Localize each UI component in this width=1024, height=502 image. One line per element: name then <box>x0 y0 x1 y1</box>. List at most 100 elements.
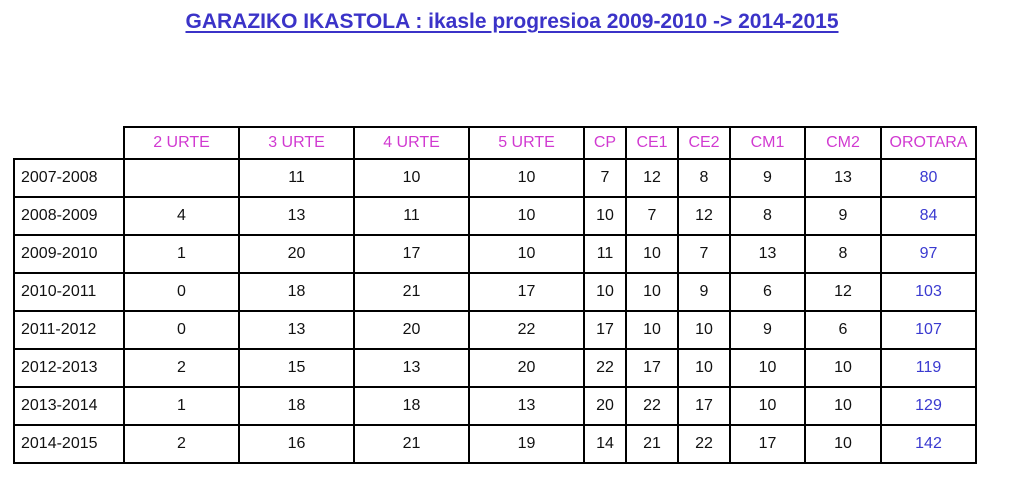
table-cell: 17 <box>353 234 470 274</box>
table-cell: 10 <box>729 386 806 426</box>
table-cell: 13 <box>729 234 806 274</box>
table-cell: 1 <box>123 234 240 274</box>
table-cell: 6 <box>729 272 806 312</box>
table-cell: 16 <box>238 424 355 464</box>
column-header: 2 URTE <box>123 126 240 160</box>
table-cell: 22 <box>677 424 731 464</box>
total-cell: 107 <box>880 310 977 350</box>
table-cell: 2 <box>123 424 240 464</box>
total-cell: 142 <box>880 424 977 464</box>
table-cell: 9 <box>729 158 806 198</box>
table-cell: 10 <box>468 158 585 198</box>
table-cell: 10 <box>804 348 882 388</box>
table-cell: 17 <box>677 386 731 426</box>
row-year-label: 2014-2015 <box>13 424 125 464</box>
table-cell: 21 <box>353 424 470 464</box>
table-cell: 4 <box>123 196 240 236</box>
table-cell: 19 <box>468 424 585 464</box>
column-header: CE1 <box>625 126 679 160</box>
row-year-label: 2013-2014 <box>13 386 125 426</box>
table-cell: 9 <box>677 272 731 312</box>
table-cell: 20 <box>353 310 470 350</box>
table-cell: 10 <box>625 310 679 350</box>
row-year-label: 2009-2010 <box>13 234 125 274</box>
table-cell: 21 <box>353 272 470 312</box>
table-cell: 13 <box>238 196 355 236</box>
table-cell: 0 <box>123 272 240 312</box>
table-cell: 10 <box>625 272 679 312</box>
table-cell: 20 <box>583 386 627 426</box>
table-cell: 18 <box>353 386 470 426</box>
table-cell: 1 <box>123 386 240 426</box>
table-cell: 10 <box>804 386 882 426</box>
table-cell: 10 <box>353 158 470 198</box>
table-header-row: 2 URTE 3 URTE 4 URTE 5 URTE CP CE1 CE2 CM1 CM2 OR… <box>14 126 977 160</box>
table-cell: 22 <box>468 310 585 350</box>
column-header: CM2 <box>804 126 882 160</box>
table-cell: 11 <box>583 234 627 274</box>
table-cell: 0 <box>123 310 240 350</box>
table-cell: 20 <box>468 348 585 388</box>
table-cell: 10 <box>583 272 627 312</box>
table-cell: 22 <box>583 348 627 388</box>
table-cell: 10 <box>677 310 731 350</box>
total-cell: 80 <box>880 158 977 198</box>
table-cell: 7 <box>677 234 731 274</box>
table-cell: 8 <box>729 196 806 236</box>
column-header: CE2 <box>677 126 731 160</box>
table-cell <box>123 158 240 198</box>
table-cell: 10 <box>677 348 731 388</box>
table-cell: 10 <box>468 196 585 236</box>
column-header: 5 URTE <box>468 126 585 160</box>
table-cell: 6 <box>804 310 882 350</box>
table-cell: 13 <box>804 158 882 198</box>
table-cell: 20 <box>238 234 355 274</box>
table-row: 2008-2009 4 13 11 10 10 7 12 8 9 84 <box>13 196 977 236</box>
row-year-label: 2008-2009 <box>13 196 125 236</box>
total-cell: 119 <box>880 348 977 388</box>
header-corner <box>14 127 125 160</box>
table-cell: 18 <box>238 272 355 312</box>
column-header: CM1 <box>729 126 806 160</box>
table-cell: 12 <box>677 196 731 236</box>
table-row: 2013-2014 1 18 18 13 20 22 17 10 10 129 <box>13 386 977 426</box>
table-cell: 17 <box>468 272 585 312</box>
table-cell: 8 <box>804 234 882 274</box>
table-row: 2014-2015 2 16 21 19 14 21 22 17 10 142 <box>13 424 977 464</box>
table-cell: 18 <box>238 386 355 426</box>
table-cell: 8 <box>677 158 731 198</box>
column-header: OROTARA <box>880 126 977 160</box>
table-row: 2009-2010 1 20 17 10 11 10 7 13 8 97 <box>13 234 977 274</box>
student-progress-table: 2 URTE 3 URTE 4 URTE 5 URTE CP CE1 CE2 CM1 CM2 OR… <box>13 126 977 464</box>
table-row: 2010-2011 0 18 21 17 10 10 9 6 12 103 <box>13 272 977 312</box>
total-cell: 84 <box>880 196 977 236</box>
table-cell: 21 <box>625 424 679 464</box>
table-cell: 11 <box>238 158 355 198</box>
table-cell: 10 <box>625 234 679 274</box>
table-cell: 10 <box>804 424 882 464</box>
table-cell: 7 <box>625 196 679 236</box>
table-body: 2007-2008 11 10 10 7 12 8 9 13 80 2008-2009 4 13 11 10… <box>13 158 977 464</box>
table-cell: 13 <box>238 310 355 350</box>
table-cell: 11 <box>353 196 470 236</box>
table-cell: 12 <box>804 272 882 312</box>
table-cell: 17 <box>729 424 806 464</box>
row-year-label: 2011-2012 <box>13 310 125 350</box>
row-year-label: 2007-2008 <box>13 158 125 198</box>
table-cell: 17 <box>583 310 627 350</box>
table-cell: 9 <box>729 310 806 350</box>
column-header: 3 URTE <box>238 126 355 160</box>
table-cell: 13 <box>353 348 470 388</box>
table-cell: 14 <box>583 424 627 464</box>
total-cell: 129 <box>880 386 977 426</box>
table-cell: 10 <box>729 348 806 388</box>
page-title: GARAZIKO IKASTOLA : ikasle progresioa 20… <box>185 10 839 33</box>
column-header: 4 URTE <box>353 126 470 160</box>
table-cell: 17 <box>625 348 679 388</box>
table-row: 2011-2012 0 13 20 22 17 10 10 9 6 107 <box>13 310 977 350</box>
table-cell: 2 <box>123 348 240 388</box>
table-cell: 15 <box>238 348 355 388</box>
table-cell: 12 <box>625 158 679 198</box>
table-row: 2007-2008 11 10 10 7 12 8 9 13 80 <box>13 158 977 198</box>
table-cell: 7 <box>583 158 627 198</box>
